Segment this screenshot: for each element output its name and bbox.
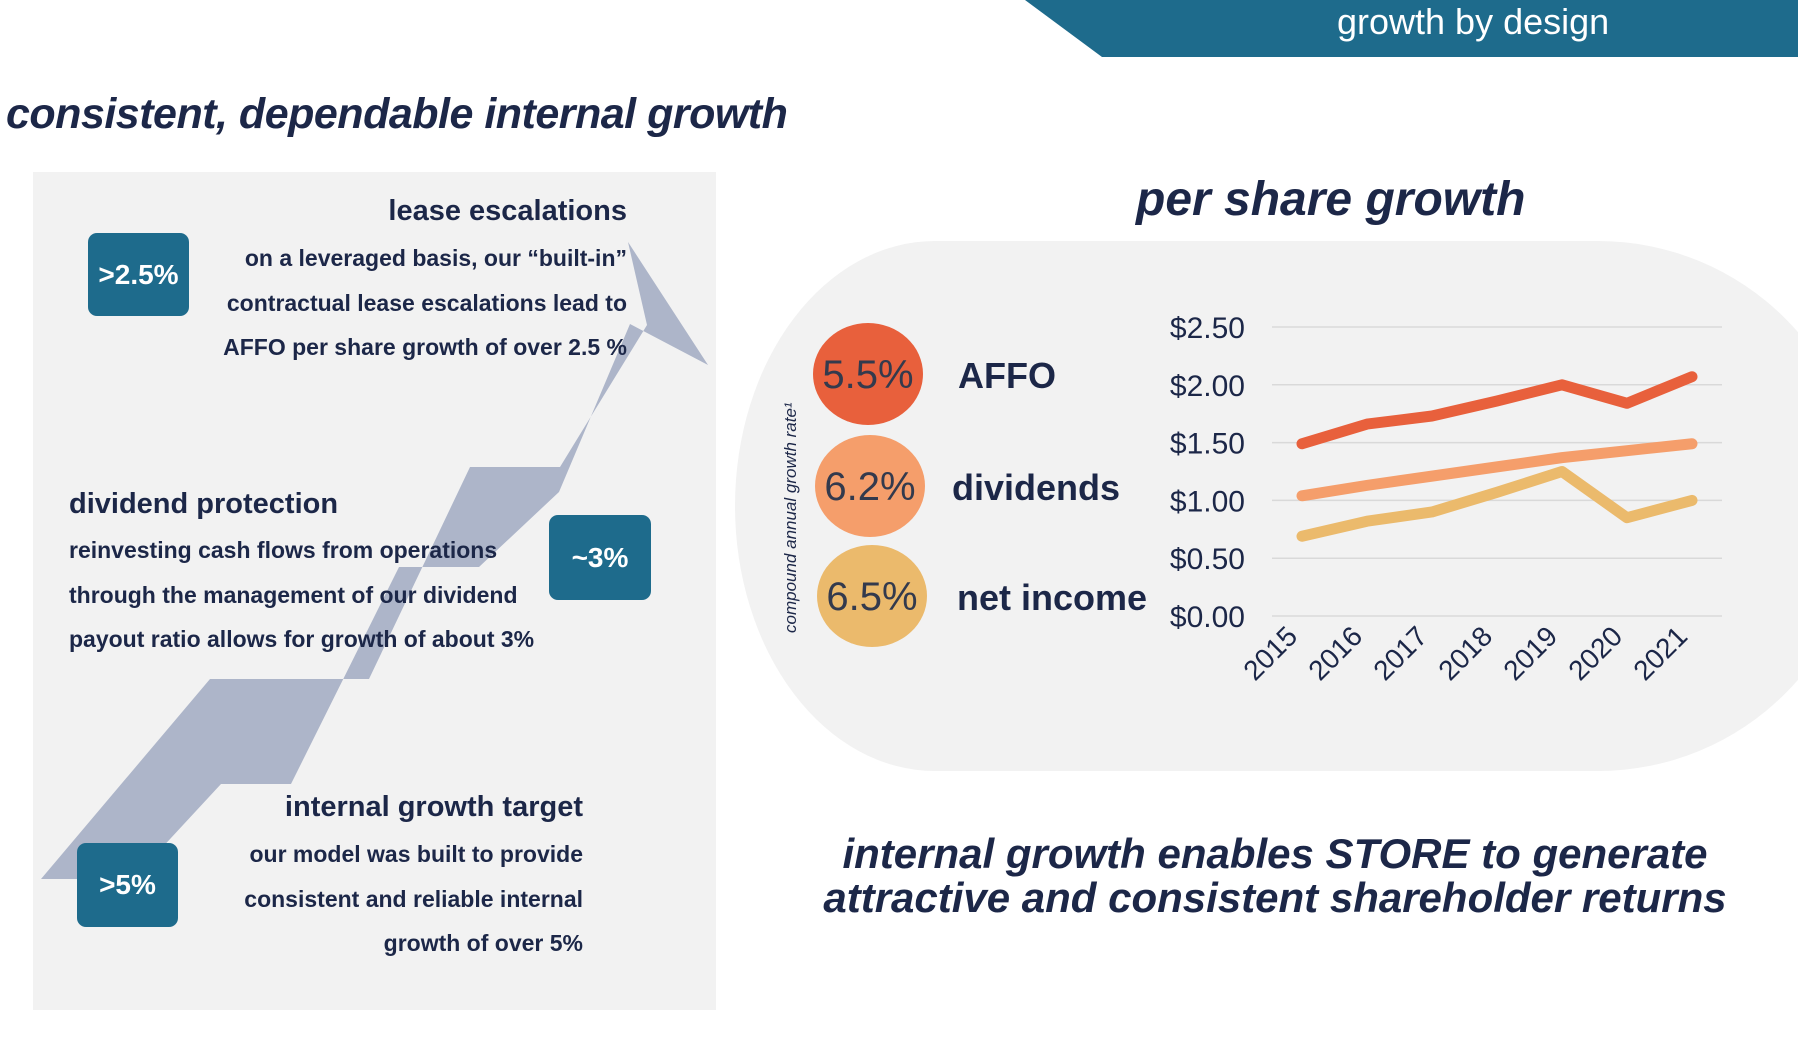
y-tick-label: $0.00 [1170,601,1245,634]
y-tick-label: $1.50 [1170,428,1245,461]
chart-title: per share growth [1136,173,1526,226]
legend-rate: 5.5% [822,353,913,397]
legend-label: net income [957,577,1147,618]
footer-line: attractive and consistent shareholder re… [823,874,1727,921]
banner-title: growth by design [1337,1,1610,42]
footer-statement: internal growth enables STORE to generat… [780,832,1770,920]
y-tick-label: $2.00 [1170,370,1245,403]
y-tick-label: $0.50 [1170,543,1245,576]
growth-target-line: consistent and reliable internal [244,885,583,912]
series-line [1296,438,1698,502]
y-tick-label: $2.50 [1170,312,1245,345]
dividend-protection-badge: ~3% [549,515,651,600]
per-share-growth-chart: $2.50$2.00$1.50$1.00$0.50$0.00 2015 2016 2… [735,241,1798,771]
lease-escalations-title: lease escalations [388,195,627,227]
dividend-protection-line: reinvesting cash flows from operations [69,537,498,563]
growth-target-body: our model was built to provide consisten… [223,832,583,966]
page-title: consistent, dependable internal growth [6,90,788,138]
dividend-protection-line: payout ratio allows for growth of about … [69,626,535,652]
legend-rate: 6.5% [826,575,917,619]
lease-escalations-line: contractual lease escalations lead to [226,289,627,316]
dividend-protection-title: dividend protection [69,488,339,520]
lease-escalation-badge: >2.5% [88,233,189,316]
series-line [1296,466,1698,542]
footer-line: internal growth enables STORE to generat… [842,830,1708,877]
y-axis-label: compound annual growth rate¹ [781,402,800,633]
lease-escalations-body: on a leveraged basis, our “built-in” con… [190,236,627,370]
growth-target-line: growth of over 5% [383,930,583,956]
lease-escalations-line: on a leveraged basis, our “built-in” [244,245,627,271]
legend-swatch [815,435,925,537]
growth-arrow [41,242,708,879]
lease-escalations-line: AFFO per share growth of over 2.5 % [223,334,627,360]
legend-label: dividends [952,467,1120,508]
grid-layer [1272,326,1722,617]
legend-label: AFFO [958,355,1056,396]
dividend-protection-body: reinvesting cash flows from operations t… [69,528,549,662]
legend-layer: 5.5% AFFO 6.2% dividends 6.5% net income [813,323,1147,647]
growth-target-title: internal growth target [284,791,583,823]
legend-swatch [817,545,927,647]
growth-target-badge: >5% [77,843,178,927]
legend-swatch [813,323,923,425]
chart-background-shape [735,241,1798,771]
header-banner [1025,0,1798,57]
series-line [1296,371,1698,450]
dividend-protection-line: through the management of our dividend [69,581,518,608]
growth-arrow-graphic [41,242,708,879]
series-layer [1296,371,1698,542]
growth-target-line: our model was built to provide [249,841,583,867]
legend-rate: 6.2% [824,465,915,509]
y-tick-layer: $2.50 $2.00 $1.50 $1.00 $0.50 $0.00 [1170,312,1245,634]
y-tick-label: $1.00 [1170,485,1245,518]
